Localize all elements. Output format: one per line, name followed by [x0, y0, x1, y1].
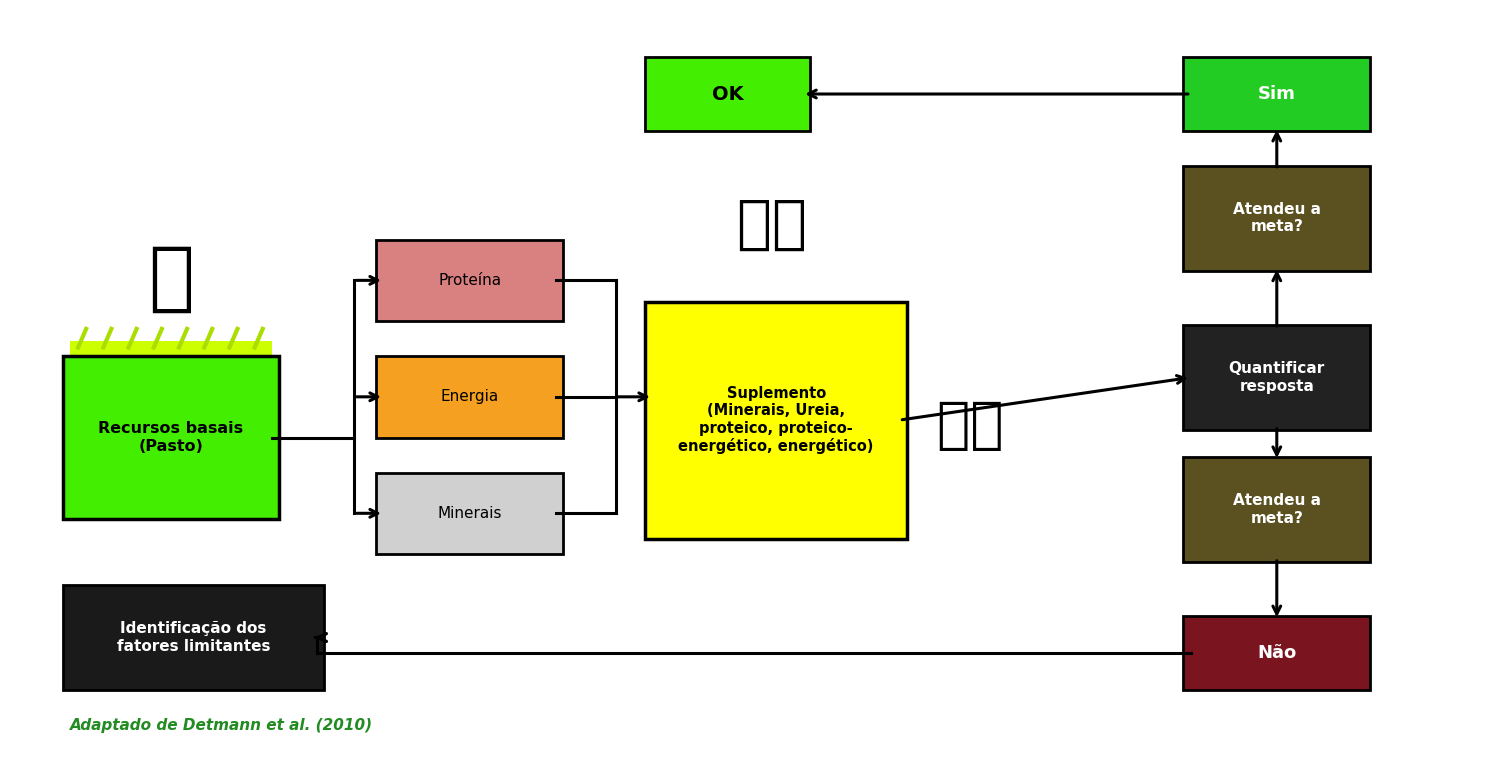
- FancyBboxPatch shape: [63, 585, 324, 690]
- Text: 🐄: 🐄: [148, 242, 194, 316]
- FancyBboxPatch shape: [70, 341, 272, 375]
- Text: Atendeu a
meta?: Atendeu a meta?: [1233, 202, 1322, 235]
- FancyBboxPatch shape: [645, 57, 810, 131]
- Text: Identificação dos
fatores limitantes: Identificação dos fatores limitantes: [117, 622, 270, 654]
- FancyBboxPatch shape: [63, 356, 279, 519]
- Text: 👨‍🌾: 👨‍🌾: [938, 399, 1004, 453]
- Text: 🧑‍🌾: 🧑‍🌾: [738, 196, 807, 253]
- FancyBboxPatch shape: [1184, 57, 1370, 131]
- FancyBboxPatch shape: [1184, 457, 1370, 561]
- FancyBboxPatch shape: [376, 356, 562, 438]
- Text: Atendeu a
meta?: Atendeu a meta?: [1233, 493, 1322, 526]
- FancyBboxPatch shape: [376, 472, 562, 554]
- Text: OK: OK: [712, 84, 744, 103]
- FancyBboxPatch shape: [376, 239, 562, 321]
- Text: Proteína: Proteína: [438, 273, 501, 288]
- FancyBboxPatch shape: [1184, 166, 1370, 271]
- FancyBboxPatch shape: [1184, 616, 1370, 690]
- Text: Energia: Energia: [441, 389, 500, 404]
- Text: Sim: Sim: [1258, 85, 1296, 103]
- FancyBboxPatch shape: [645, 302, 908, 539]
- Text: Minerais: Minerais: [438, 506, 503, 521]
- Text: Recursos basais
(Pasto): Recursos basais (Pasto): [99, 421, 243, 454]
- Text: Quantificar
resposta: Quantificar resposta: [1228, 361, 1324, 393]
- Text: Adaptado de Detmann et al. (2010): Adaptado de Detmann et al. (2010): [70, 718, 374, 733]
- FancyBboxPatch shape: [1184, 325, 1370, 430]
- Text: Suplemento
(Minerais, Ureia,
proteico, proteico-
energético, energético): Suplemento (Minerais, Ureia, proteico, p…: [678, 386, 874, 454]
- Text: Não: Não: [1257, 644, 1296, 662]
